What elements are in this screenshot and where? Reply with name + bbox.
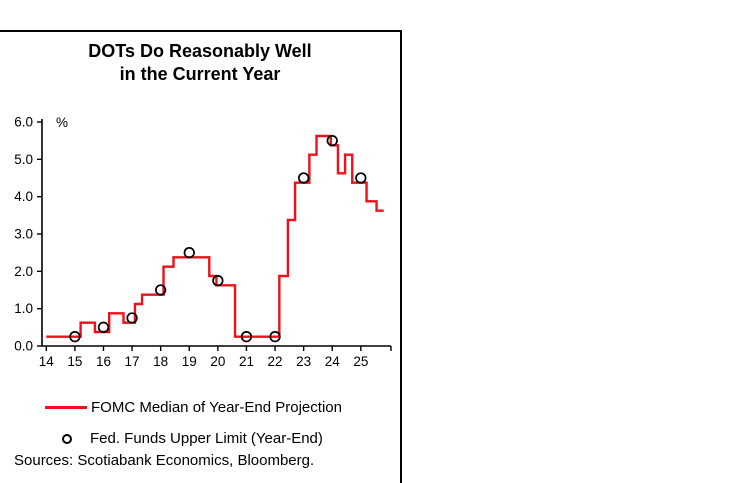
y-tick-label: 4.0: [14, 189, 33, 204]
x-tick-label: 14: [39, 354, 55, 369]
chart-panel: DOTs Do Reasonably Well in the Current Y…: [0, 30, 402, 483]
x-tick-label: 17: [125, 354, 140, 369]
x-tick-label: 15: [67, 354, 82, 369]
sources-note: Sources: Scotiabank Economics, Bloomberg…: [14, 452, 315, 469]
chart-plot: 0.0 1.0 2.0 3.0 4.0 5.0 6.0 14 15 16 17 18 19 20 21 22 2…: [14, 115, 392, 369]
fed-funds-upper-limit-marker: [297, 172, 310, 184]
fed-funds-upper-limit-marker: [326, 135, 338, 147]
fomc-median-step-line: [46, 134, 384, 338]
x-tick-label: 25: [353, 354, 368, 369]
fed-funds-upper-limit-marker: [240, 331, 253, 343]
y-axis-unit-label: %: [56, 115, 68, 130]
fed-funds-upper-limit-marker: [212, 275, 224, 287]
y-tick-label: 2.0: [14, 264, 33, 279]
x-tick-label: 16: [96, 354, 111, 369]
fed-funds-upper-limit-marker: [97, 321, 110, 333]
x-tick-label: 22: [268, 354, 283, 369]
y-tick-label: 0.0: [14, 339, 33, 354]
x-tick-label: 21: [239, 354, 254, 369]
chart-title: DOTs Do Reasonably Well in the Current Y…: [0, 40, 400, 86]
y-tick-label: 6.0: [14, 115, 33, 130]
fed-funds-upper-limit-marker: [183, 247, 195, 259]
legend-fed-funds-row: Fed. Funds Upper Limit (Year-End): [0, 423, 400, 454]
red-line-swatch: [45, 406, 87, 409]
chart-title-line1: DOTs Do Reasonably Well: [88, 41, 312, 61]
fed-funds-upper-limit-marker: [69, 331, 81, 343]
x-tick-label: 20: [210, 354, 225, 369]
fed-funds-upper-limit-marker: [269, 331, 281, 343]
x-tick-label: 23: [296, 354, 311, 369]
x-tick-label: 19: [182, 354, 197, 369]
open-circle-marker-swatch: [62, 433, 72, 444]
chart-title-line2: in the Current Year: [119, 64, 281, 84]
chart-legend: FOMC Median of Year-End Projection Fed. …: [0, 392, 400, 454]
legend-marker-label: Fed. Funds Upper Limit (Year-End): [90, 430, 323, 447]
fed-funds-upper-limit-marker: [126, 312, 138, 324]
legend-fomc-median-row: FOMC Median of Year-End Projection: [0, 392, 400, 423]
fed-funds-upper-limit-marker: [355, 172, 367, 184]
x-tick-label: 24: [325, 354, 341, 369]
y-tick-label: 3.0: [14, 227, 33, 242]
panel-top-border: [0, 30, 402, 32]
x-tick-label: 18: [153, 354, 168, 369]
panel-right-border: [400, 30, 402, 483]
fed-funds-upper-limit-marker: [155, 284, 167, 296]
y-tick-label: 5.0: [14, 152, 33, 167]
y-tick-label: 1.0: [14, 301, 33, 316]
legend-line-label: FOMC Median of Year-End Projection: [91, 399, 342, 416]
